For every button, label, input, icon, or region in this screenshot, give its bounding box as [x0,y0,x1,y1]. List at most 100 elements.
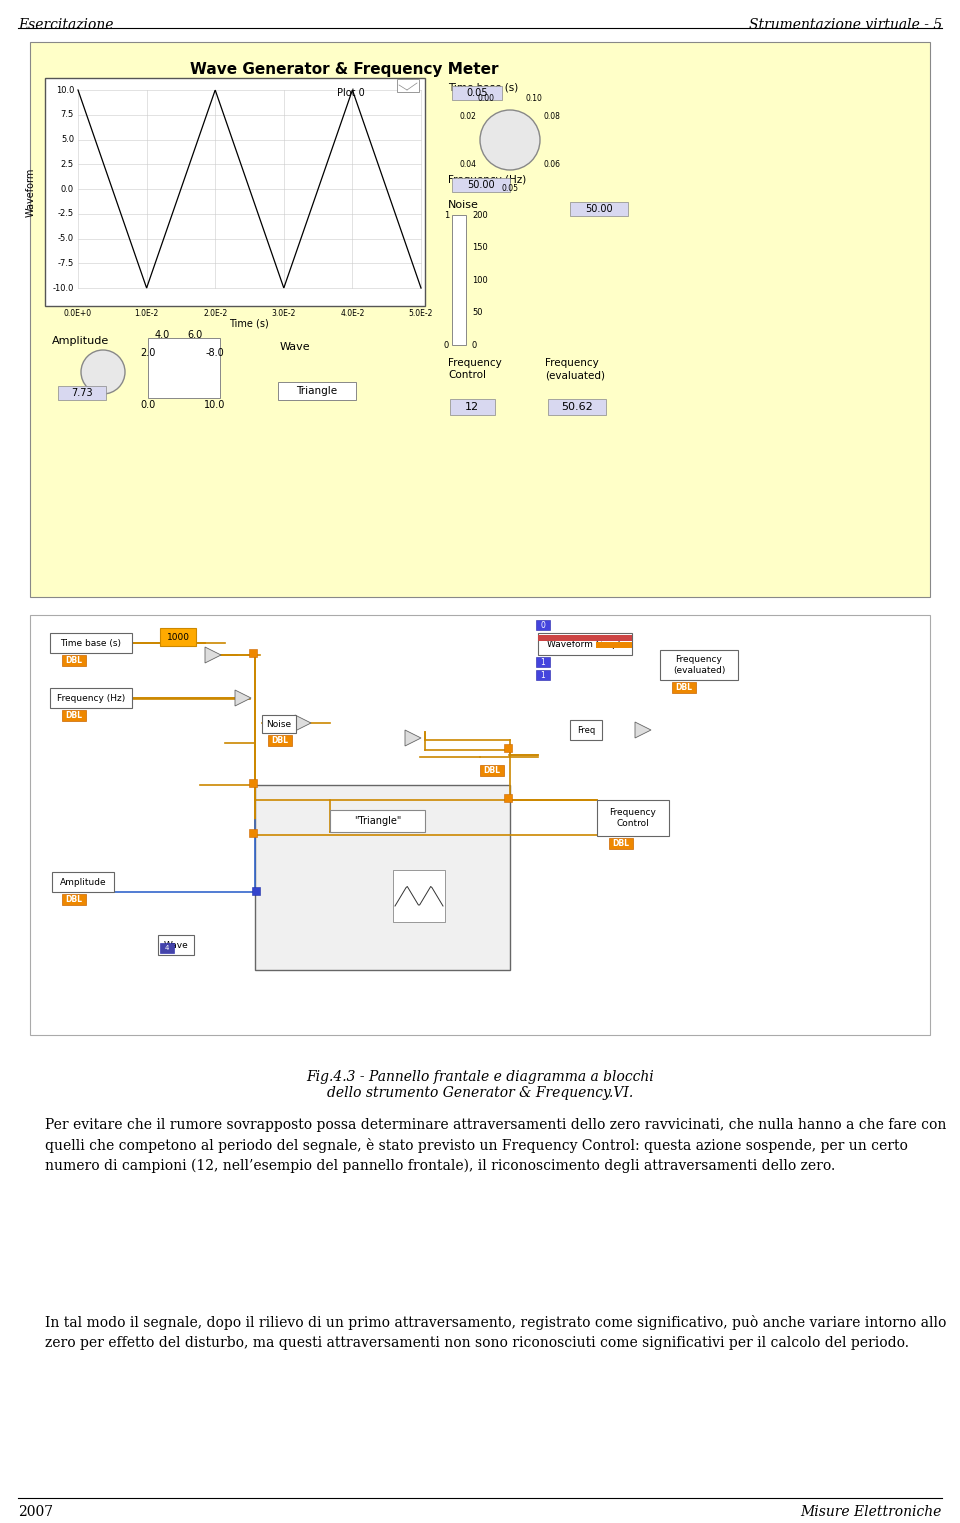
FancyBboxPatch shape [393,870,445,921]
Text: Frequency
(evaluated): Frequency (evaluated) [545,358,605,381]
Text: DBL: DBL [65,711,83,720]
FancyBboxPatch shape [538,634,632,655]
Text: 7.5: 7.5 [60,110,74,119]
FancyBboxPatch shape [672,682,696,693]
Text: DBL: DBL [65,896,83,905]
FancyBboxPatch shape [536,670,550,679]
Text: Frequency (Hz): Frequency (Hz) [448,175,526,184]
FancyBboxPatch shape [536,620,550,631]
FancyBboxPatch shape [255,784,510,970]
FancyBboxPatch shape [62,894,86,905]
Text: -10.0: -10.0 [53,283,74,292]
Text: 50.00: 50.00 [468,180,494,190]
Text: Strumentazione virtuale - 5: Strumentazione virtuale - 5 [749,18,942,32]
Text: 0.02: 0.02 [460,111,477,120]
Text: 50.00: 50.00 [586,204,612,215]
FancyBboxPatch shape [52,873,114,892]
Text: 10.0: 10.0 [204,401,226,410]
FancyBboxPatch shape [62,655,86,666]
Text: Waveform Graph: Waveform Graph [547,640,623,649]
Polygon shape [635,722,651,739]
Text: -7.5: -7.5 [58,259,74,268]
Text: -2.5: -2.5 [58,209,74,218]
FancyBboxPatch shape [50,688,132,708]
Text: 0.04: 0.04 [460,160,477,169]
Text: 7.73: 7.73 [71,388,93,398]
Text: Time base (s): Time base (s) [60,638,122,647]
FancyBboxPatch shape [160,627,196,646]
Text: 4: 4 [165,944,169,950]
FancyBboxPatch shape [452,215,466,346]
Polygon shape [205,647,221,663]
FancyBboxPatch shape [249,778,257,787]
Text: 0.0E+0: 0.0E+0 [64,309,92,318]
Text: Per evitare che il rumore sovrapposto possa determinare attraversamenti dello ze: Per evitare che il rumore sovrapposto po… [45,1118,947,1173]
FancyBboxPatch shape [30,615,930,1036]
FancyBboxPatch shape [330,810,425,832]
FancyBboxPatch shape [570,203,628,216]
FancyBboxPatch shape [504,745,512,752]
Text: Triangle: Triangle [297,385,338,396]
Text: Wave: Wave [163,941,188,949]
Text: Noise: Noise [267,719,292,728]
Text: Amplitude: Amplitude [60,877,107,886]
FancyBboxPatch shape [62,710,86,720]
Text: 1: 1 [540,658,545,667]
Text: 0: 0 [472,341,477,349]
Text: 6.0: 6.0 [187,330,203,340]
Text: 2.0E-2: 2.0E-2 [204,309,228,318]
Text: Wave: Wave [280,343,311,352]
FancyBboxPatch shape [50,634,132,653]
Text: Amplitude: Amplitude [52,337,109,346]
Text: Frequency
Control: Frequency Control [448,358,502,381]
Text: Misure Elettroniche: Misure Elettroniche [801,1505,942,1518]
Text: 1: 1 [540,670,545,679]
FancyBboxPatch shape [397,79,419,91]
Text: 0.0: 0.0 [140,401,156,410]
Text: -5.0: -5.0 [58,235,74,244]
Text: 3.0E-2: 3.0E-2 [272,309,296,318]
Text: 5.0: 5.0 [60,136,74,145]
Text: 200: 200 [472,210,488,219]
FancyBboxPatch shape [252,886,260,896]
FancyBboxPatch shape [45,78,425,306]
FancyBboxPatch shape [262,714,296,733]
FancyBboxPatch shape [160,943,174,953]
Text: Fig.4.3 - Pannello frantale e diagramma a blocchi
dello strumento Generator & Fr: Fig.4.3 - Pannello frantale e diagramma … [306,1071,654,1100]
Text: 1.0E-2: 1.0E-2 [134,309,158,318]
Polygon shape [235,690,251,707]
FancyBboxPatch shape [58,385,106,401]
Text: 4.0E-2: 4.0E-2 [340,309,365,318]
Text: Noise: Noise [448,200,479,210]
FancyBboxPatch shape [450,399,495,414]
Text: Time base (s): Time base (s) [448,82,518,91]
FancyBboxPatch shape [609,838,633,848]
Circle shape [480,110,540,171]
FancyBboxPatch shape [148,338,220,398]
Text: 100: 100 [472,276,488,285]
Text: Frequency (Hz): Frequency (Hz) [57,693,125,702]
FancyBboxPatch shape [30,43,930,597]
Text: 5.0E-2: 5.0E-2 [409,309,433,318]
Polygon shape [295,714,311,731]
FancyBboxPatch shape [268,736,292,746]
Text: DBL: DBL [65,656,83,666]
Text: Wave Generator & Frequency Meter: Wave Generator & Frequency Meter [190,62,498,78]
FancyBboxPatch shape [504,793,512,803]
Text: DBL: DBL [676,682,692,691]
Text: -8.0: -8.0 [205,347,225,358]
Text: Plot 0: Plot 0 [337,88,365,97]
Text: 50: 50 [472,308,483,317]
FancyBboxPatch shape [536,656,550,667]
FancyBboxPatch shape [480,765,504,777]
Text: 150: 150 [472,244,488,251]
Text: 10.0: 10.0 [56,85,74,94]
Text: 12: 12 [465,402,479,413]
Circle shape [81,350,125,394]
Text: 50.62: 50.62 [562,402,593,413]
Text: 0.05: 0.05 [467,88,488,97]
Text: DBL: DBL [612,839,630,848]
FancyBboxPatch shape [660,650,738,679]
Text: Time (s): Time (s) [229,318,269,327]
FancyBboxPatch shape [452,85,502,101]
